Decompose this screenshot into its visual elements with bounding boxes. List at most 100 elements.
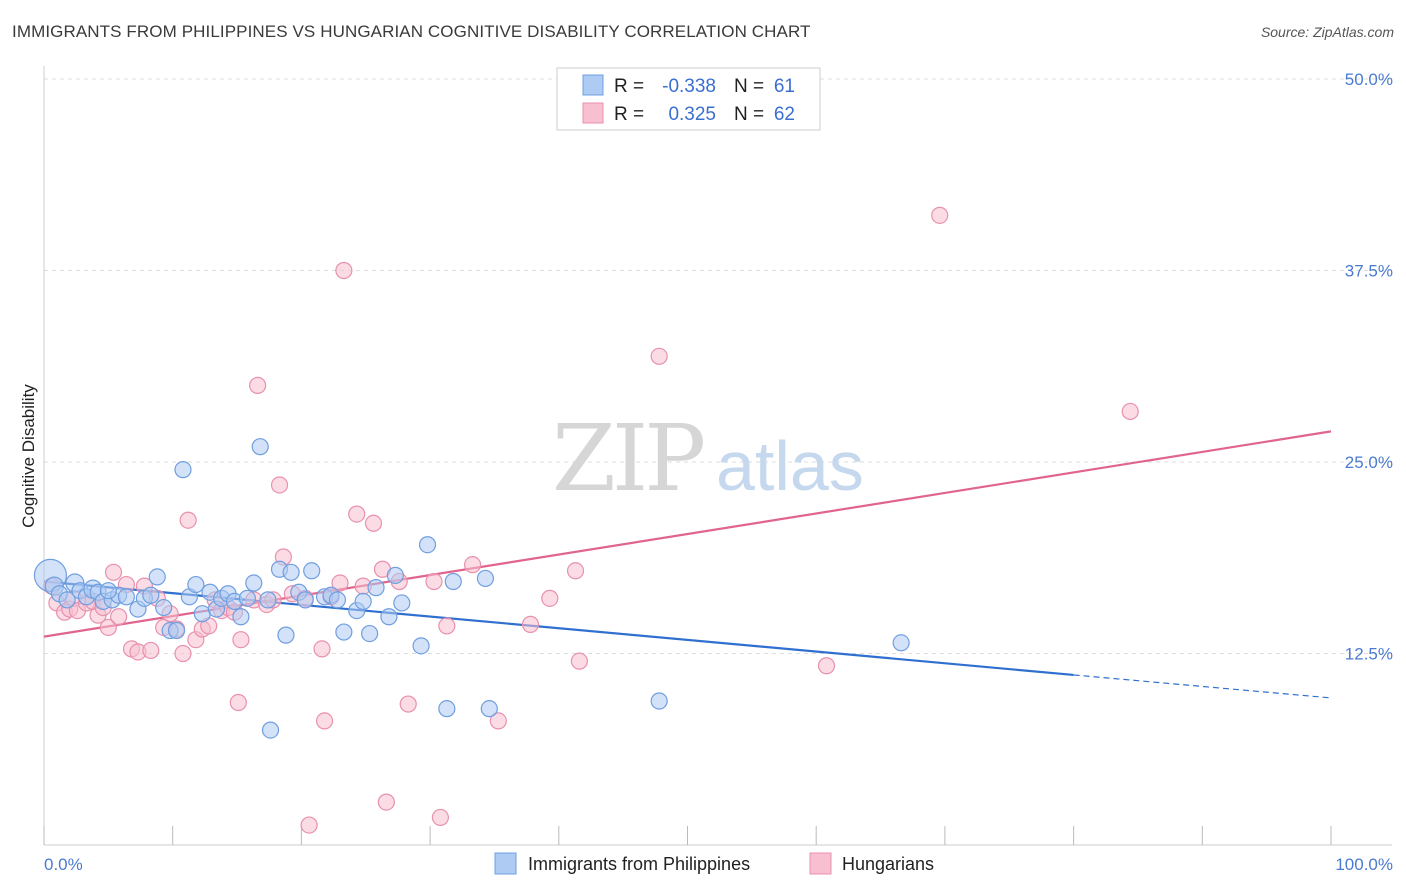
point-philippines bbox=[259, 591, 277, 609]
point-hungarians bbox=[1121, 402, 1139, 421]
legend-n-label-2: N = bbox=[734, 104, 764, 125]
legend-swatch-hungarians bbox=[582, 102, 604, 124]
point-philippines bbox=[476, 569, 495, 588]
point-philippines bbox=[380, 608, 398, 626]
point-philippines bbox=[361, 624, 379, 643]
point-philippines bbox=[418, 536, 437, 554]
point-philippines bbox=[438, 700, 456, 718]
point-philippines bbox=[328, 591, 347, 609]
x-tick-label-min: 0.0% bbox=[44, 855, 83, 874]
point-hungarians bbox=[335, 261, 353, 280]
point-hungarians bbox=[463, 556, 482, 574]
point-philippines bbox=[282, 563, 300, 581]
legend-r-label-1: R = bbox=[614, 76, 644, 97]
point-hungarians bbox=[229, 693, 247, 712]
point-philippines bbox=[99, 582, 117, 600]
point-philippines bbox=[412, 637, 430, 655]
point-philippines bbox=[354, 592, 372, 611]
point-hungarians bbox=[817, 657, 836, 675]
point-hungarians bbox=[650, 347, 668, 365]
y-axis-label: Cognitive Disability bbox=[19, 384, 38, 528]
x-tick-labels: 0.0% 100.0% bbox=[44, 855, 1393, 874]
y-tick-label: 25.0% bbox=[1345, 453, 1393, 472]
point-philippines bbox=[335, 623, 353, 641]
point-philippines bbox=[892, 634, 910, 652]
point-philippines bbox=[155, 598, 173, 617]
point-hungarians bbox=[270, 476, 289, 494]
point-philippines bbox=[232, 608, 250, 626]
point-hungarians bbox=[331, 574, 349, 592]
y-tick-label: 50.0% bbox=[1345, 70, 1393, 89]
legend-swatch-philippines bbox=[582, 74, 604, 96]
point-philippines bbox=[367, 579, 385, 597]
chart-title: IMMIGRANTS FROM PHILIPPINES VS HUNGARIAN… bbox=[12, 22, 811, 41]
bottom-legend-label-philippines: Immigrants from Philippines bbox=[528, 854, 750, 874]
point-hungarians bbox=[232, 631, 250, 649]
point-philippines bbox=[444, 572, 462, 591]
points-philippines bbox=[33, 438, 910, 739]
point-hungarians bbox=[438, 617, 456, 635]
point-philippines bbox=[277, 626, 295, 644]
point-philippines bbox=[193, 605, 211, 623]
bottom-legend-swatch-hungarians bbox=[809, 852, 832, 875]
bottom-legend: Immigrants from Philippines Hungarians bbox=[494, 852, 934, 875]
x-tick-label-max: 100.0% bbox=[1335, 855, 1393, 874]
point-hungarians bbox=[489, 712, 507, 730]
point-hungarians bbox=[104, 563, 123, 581]
legend-r-label-2: R = bbox=[614, 104, 644, 125]
legend-r-value-2: 0.325 bbox=[668, 104, 716, 125]
point-hungarians bbox=[570, 652, 588, 670]
point-hungarians bbox=[399, 695, 417, 713]
axes bbox=[43, 66, 1392, 846]
point-philippines bbox=[148, 568, 166, 586]
point-philippines bbox=[303, 562, 321, 580]
point-hungarians bbox=[377, 793, 395, 811]
point-philippines bbox=[142, 586, 160, 604]
point-hungarians bbox=[348, 505, 366, 523]
point-hungarians bbox=[142, 641, 160, 660]
point-hungarians bbox=[425, 572, 443, 591]
y-tick-label: 12.5% bbox=[1345, 645, 1393, 664]
bottom-legend-swatch-philippines bbox=[494, 852, 517, 875]
point-philippines bbox=[251, 438, 269, 456]
point-hungarians bbox=[99, 618, 117, 637]
point-philippines bbox=[58, 591, 76, 609]
watermark-atlas: atlas bbox=[716, 427, 864, 505]
point-philippines bbox=[187, 575, 205, 594]
y-tick-labels: 12.5% 25.0% 37.5% 50.0% bbox=[1345, 70, 1393, 664]
point-philippines bbox=[174, 461, 192, 479]
watermark: ZIP atlas bbox=[552, 405, 864, 512]
point-hungarians bbox=[315, 712, 334, 730]
points-hungarians bbox=[43, 206, 1139, 834]
y-tick-label: 37.5% bbox=[1345, 262, 1393, 281]
point-philippines bbox=[261, 721, 280, 739]
legend-r-value-1: -0.338 bbox=[662, 76, 716, 97]
source-label: Source: ZipAtlas.com bbox=[1260, 24, 1394, 40]
watermark-zip: ZIP bbox=[552, 405, 703, 512]
point-hungarians bbox=[431, 808, 449, 827]
point-hungarians bbox=[364, 514, 383, 532]
point-philippines bbox=[393, 594, 411, 612]
legend-n-value-1: 61 bbox=[774, 76, 795, 97]
point-philippines bbox=[650, 692, 668, 710]
point-philippines bbox=[167, 621, 186, 640]
legend-n-label-1: N = bbox=[734, 76, 764, 97]
point-hungarians bbox=[313, 640, 331, 658]
point-hungarians bbox=[300, 816, 318, 834]
point-hungarians bbox=[249, 376, 267, 394]
point-hungarians bbox=[179, 511, 197, 529]
legend: R = -0.338 N = 61 R = 0.325 N = 62 bbox=[556, 67, 821, 131]
point-philippines bbox=[296, 591, 314, 609]
point-philippines bbox=[245, 574, 263, 592]
point-hungarians bbox=[931, 206, 949, 224]
trend-dashed-philippines bbox=[1073, 674, 1332, 699]
point-hungarians bbox=[110, 608, 128, 626]
point-philippines bbox=[386, 566, 404, 584]
bottom-legend-label-hungarians: Hungarians bbox=[842, 854, 934, 874]
point-hungarians bbox=[541, 589, 559, 607]
point-philippines bbox=[117, 588, 135, 606]
point-philippines bbox=[238, 589, 256, 607]
point-hungarians bbox=[566, 562, 585, 580]
grid-lines bbox=[44, 78, 1392, 654]
